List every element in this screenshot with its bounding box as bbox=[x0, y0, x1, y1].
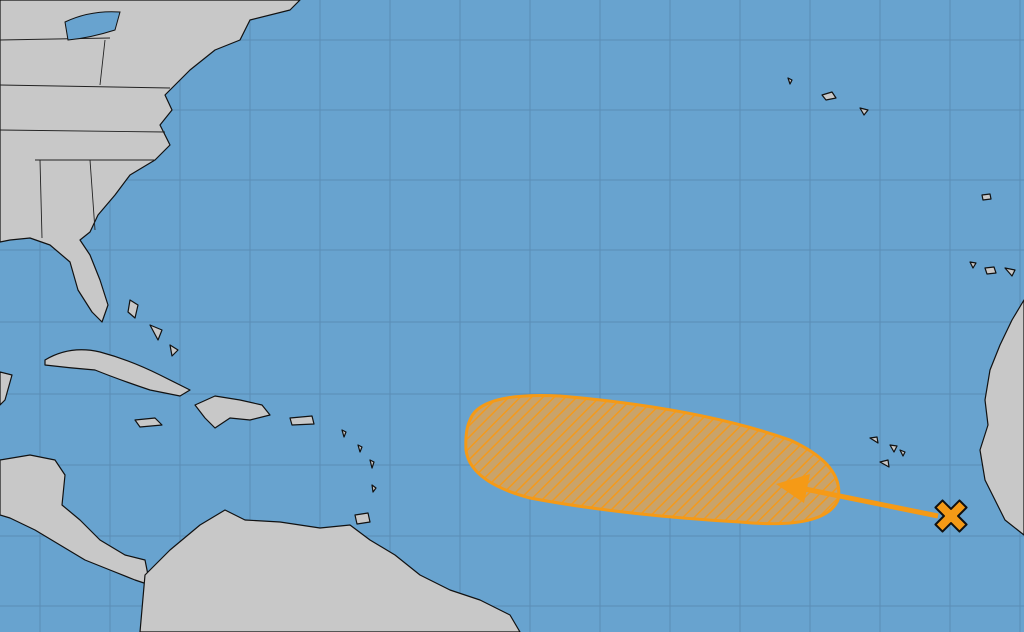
madeira bbox=[981, 193, 992, 201]
state-borders bbox=[0, 37, 171, 239]
jamaica bbox=[134, 417, 163, 428]
lesser-antilles bbox=[341, 429, 377, 493]
azores bbox=[787, 77, 869, 116]
africa bbox=[979, 299, 1024, 536]
disturbance-x bbox=[934, 499, 968, 533]
south-america bbox=[139, 509, 521, 632]
north-america bbox=[0, 0, 301, 323]
cuba bbox=[44, 349, 191, 397]
trinidad bbox=[354, 512, 371, 525]
puerto-rico bbox=[289, 415, 315, 426]
cape-verde bbox=[869, 436, 906, 468]
hatched-area bbox=[464, 394, 841, 526]
canary-islands bbox=[969, 261, 1016, 277]
arrow-shaft bbox=[804, 486, 939, 519]
x-mark bbox=[934, 499, 968, 533]
arrow-head bbox=[776, 474, 810, 503]
outlook-area bbox=[464, 394, 841, 526]
great-lakes bbox=[64, 11, 121, 41]
track-arrow bbox=[776, 474, 939, 519]
hispaniola bbox=[194, 395, 271, 429]
bahamas bbox=[127, 299, 179, 357]
